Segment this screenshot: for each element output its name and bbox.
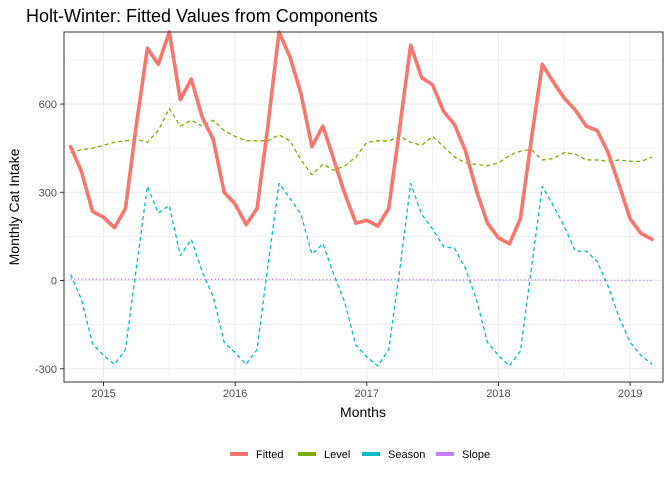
x-axis-title: Months [340, 404, 386, 420]
chart-title: Holt-Winter: Fitted Values from Componen… [26, 6, 378, 26]
x-tick-label: 2016 [223, 388, 247, 400]
y-axis: -300 0 300 600 [35, 99, 64, 376]
legend-item-fitted: Fitted [230, 449, 284, 461]
series-line-fitted [68, 30, 654, 246]
y-tick-label: -300 [35, 364, 57, 376]
major-gridlines [64, 32, 663, 382]
x-tick-label: 2019 [618, 388, 642, 400]
legend-label: Level [324, 449, 350, 461]
legend-item-slope: Slope [436, 449, 490, 461]
x-tick-label: 2017 [355, 388, 379, 400]
series-layer [68, 30, 654, 367]
legend-item-level: Level [298, 449, 350, 461]
series-line-level [70, 107, 653, 176]
plot-border [63, 31, 664, 383]
y-tick-label: 300 [39, 187, 57, 199]
legend: Fitted Level Season Slope [230, 449, 490, 461]
y-axis-title: Monthly Cat Intake [6, 148, 22, 265]
series-line-season [69, 182, 653, 367]
legend-label: Season [388, 449, 425, 461]
y-tick-label: 600 [39, 99, 57, 111]
x-axis: 2015 2016 2017 2018 2019 [91, 382, 642, 400]
legend-label: Slope [462, 449, 490, 461]
x-tick-label: 2018 [486, 388, 510, 400]
y-tick-label: 0 [51, 276, 57, 288]
legend-item-season: Season [362, 449, 425, 461]
x-tick-label: 2015 [91, 388, 115, 400]
plot-panel [63, 31, 664, 383]
legend-label: Fitted [256, 449, 284, 461]
